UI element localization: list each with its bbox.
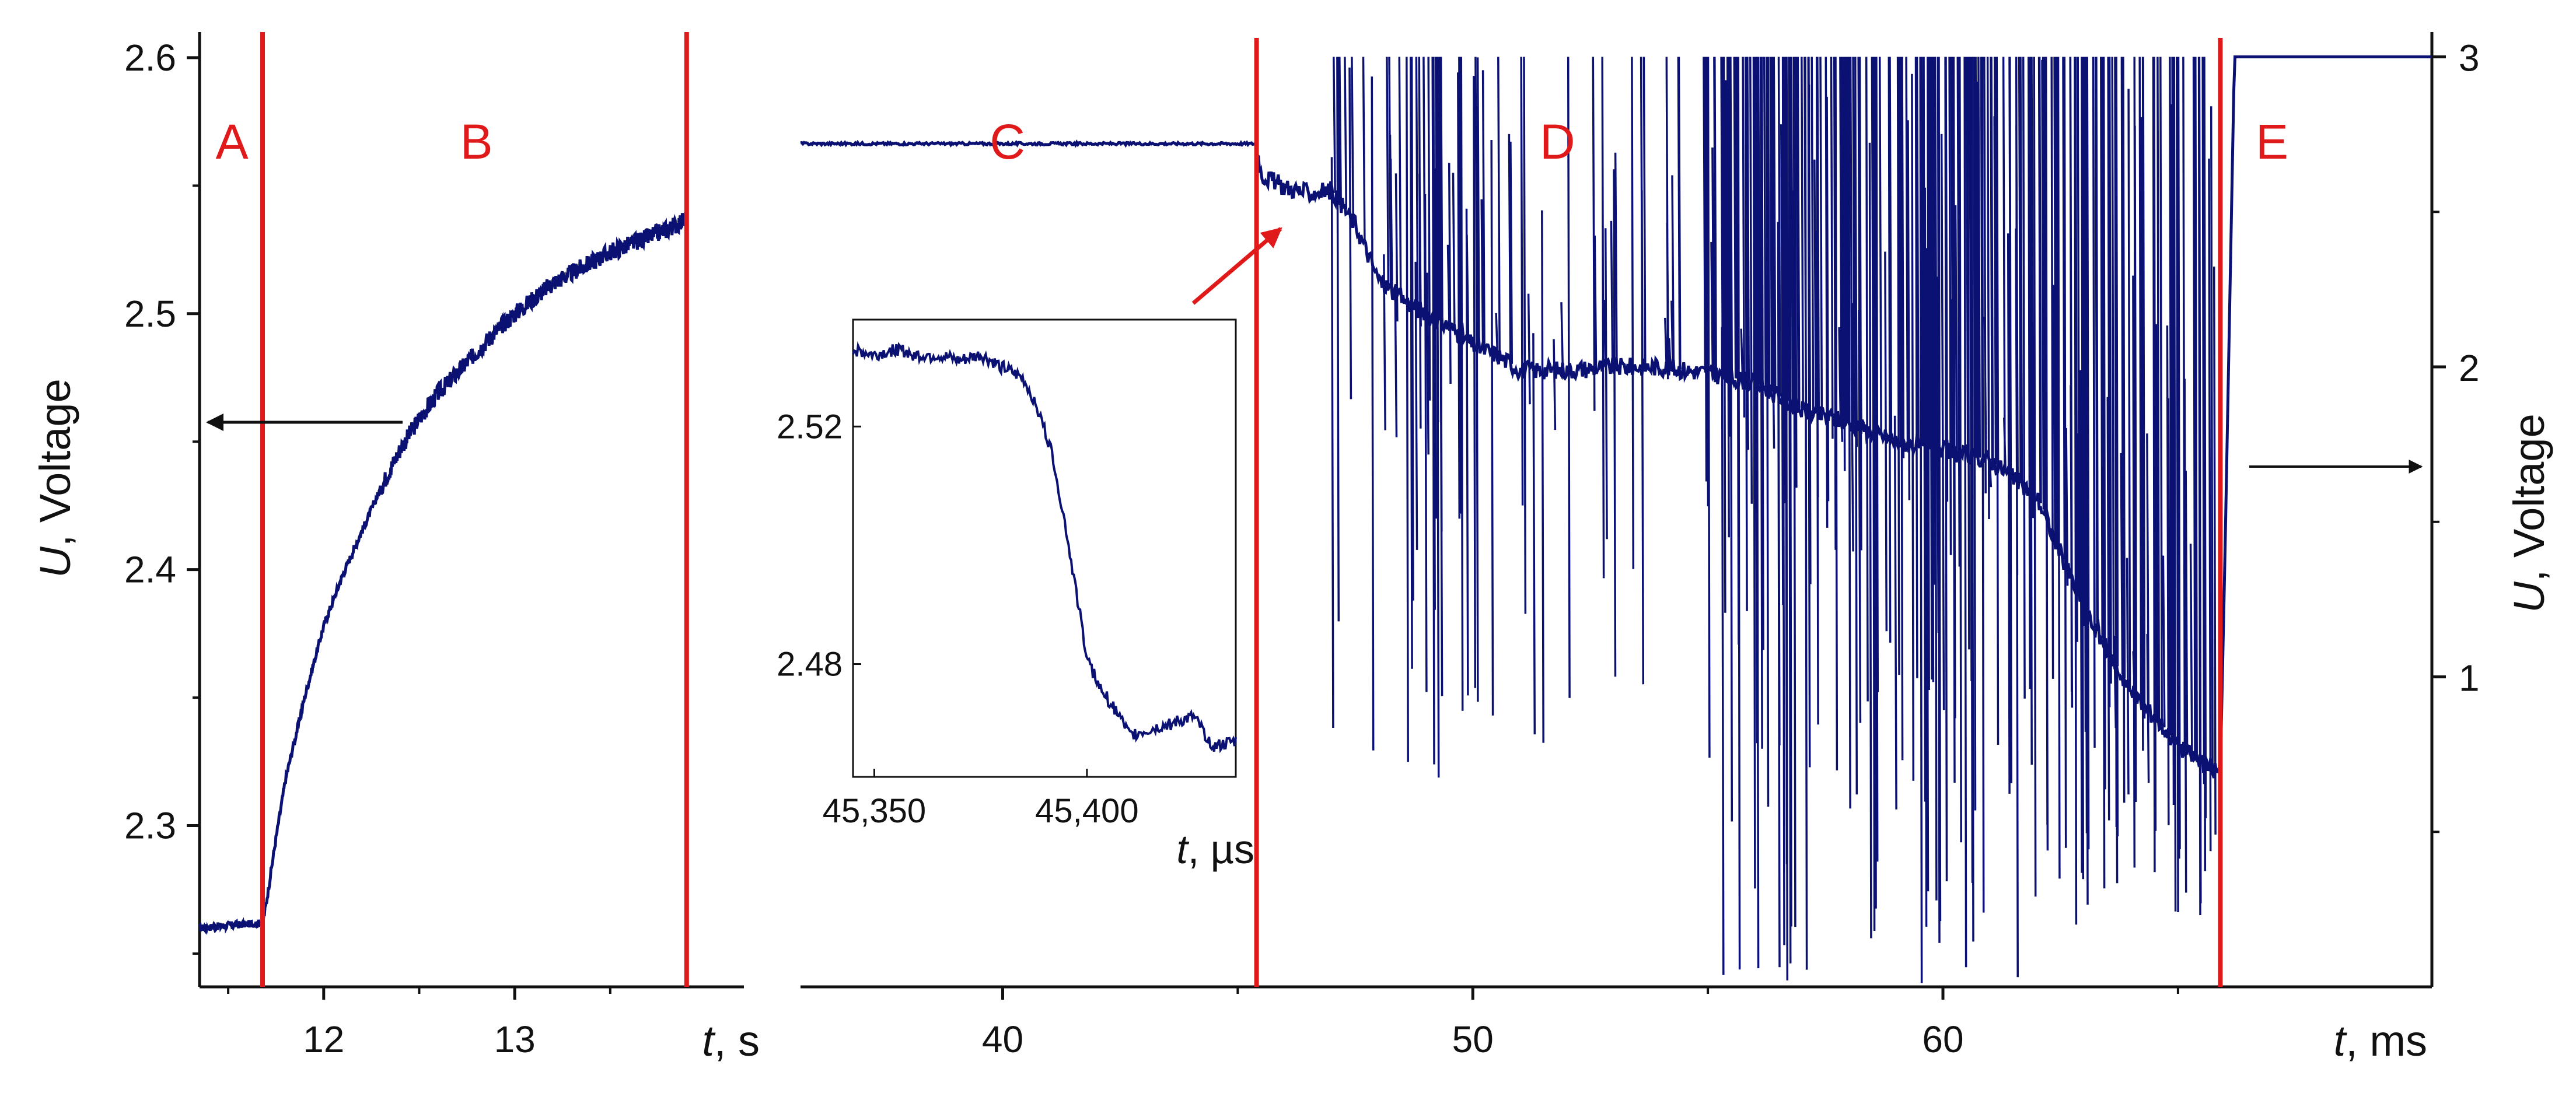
inset-panel: 2.48 2.52 45,350 45,400 t, µs [777, 318, 1254, 872]
left-y-tick-label: 2.3 [124, 805, 176, 847]
inset-y-tick-label: 2.52 [777, 408, 843, 446]
inset-series-line [852, 341, 1237, 754]
right-x-axis-title: t, ms [2334, 1017, 2427, 1065]
inset-x-axis-unit: , µs [1188, 826, 1254, 872]
left-x-axis-var: t [702, 1017, 716, 1065]
region-label-d: D [1540, 114, 1575, 169]
left-y-axis-title: U, Voltage [31, 379, 79, 577]
region-label-e: E [2256, 114, 2288, 169]
region-label-a: A [216, 114, 249, 169]
inset-frame [852, 318, 1237, 778]
left-x-axis-title: t, s [702, 1017, 760, 1065]
left-y-tick-label: 2.5 [124, 293, 176, 335]
annotations [206, 227, 2423, 474]
left-x-tick-label: 13 [494, 1018, 536, 1060]
right-y-tick-label: 3 [2459, 37, 2480, 79]
right-y-axis-unit: , Voltage [2505, 414, 2553, 581]
inset-x-axis-var: t [1176, 826, 1189, 872]
right-series-spikes [1330, 57, 2217, 983]
inset-x-tick-label: 45,400 [1035, 792, 1138, 830]
right-x-tick-label: 40 [982, 1018, 1023, 1060]
region-label-b: B [460, 114, 493, 169]
inset-pointer-arrow [1191, 227, 1282, 305]
inset-x-tick-label: 45,350 [823, 792, 926, 830]
right-y-axis-title: U, Voltage [2505, 414, 2553, 612]
left-x-axis-unit: , s [714, 1017, 760, 1065]
right-y-axis-var: U [2505, 581, 2553, 613]
right-y-tick-label: 2 [2459, 347, 2480, 389]
left-y-tick-label: 2.6 [124, 37, 176, 79]
left-y-axis-var: U [31, 547, 79, 578]
left-series-line [198, 212, 688, 936]
right-y-tick-label: 1 [2459, 657, 2480, 699]
left-y-tick-label: 2.4 [124, 549, 176, 591]
left-y-axis-unit: , Voltage [31, 379, 79, 547]
left-x-tick-label: 12 [303, 1018, 344, 1060]
right-x-tick-label: 50 [1452, 1018, 1494, 1060]
region-label-c: C [990, 114, 1025, 169]
right-x-axis-unit: , ms [2346, 1017, 2427, 1065]
left-panel: 2.3 2.4 2.5 2.6 12 13 t, s U, Voltage A B [31, 32, 760, 1065]
inset-x-axis-title: t, µs [1176, 826, 1254, 872]
right-x-axis-var: t [2334, 1017, 2348, 1065]
inset-y-tick-label: 2.48 [777, 646, 843, 684]
right-x-tick-label: 60 [1922, 1018, 1963, 1060]
